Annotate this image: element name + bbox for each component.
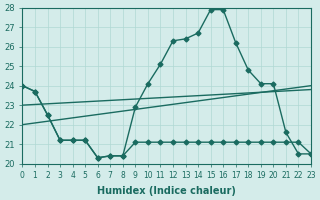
X-axis label: Humidex (Indice chaleur): Humidex (Indice chaleur) <box>97 186 236 196</box>
